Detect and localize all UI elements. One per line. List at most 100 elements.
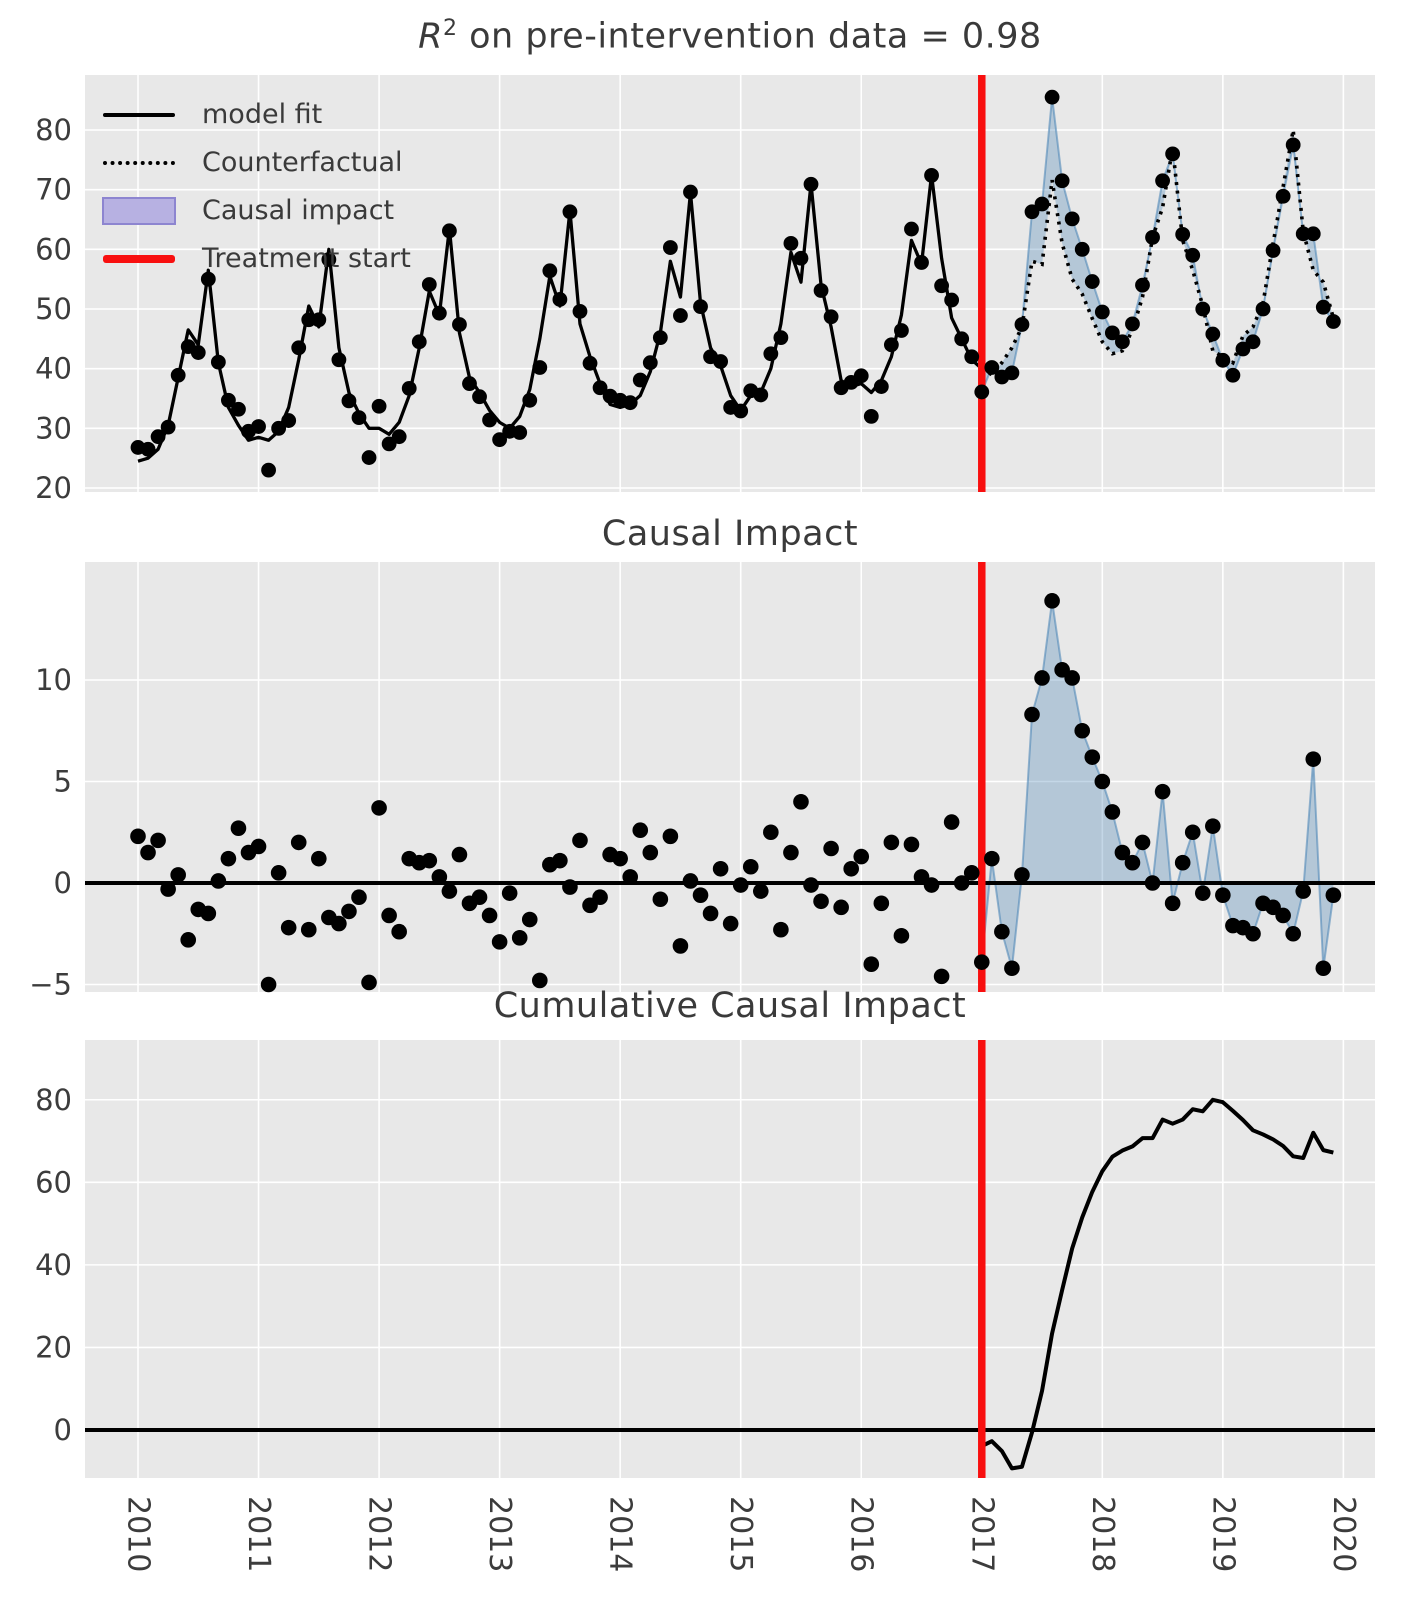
observed-point	[462, 376, 477, 391]
observed-point	[1285, 137, 1301, 153]
pointwise-impact-point	[451, 846, 468, 863]
observed-point	[331, 352, 347, 368]
pointwise-impact-point	[863, 956, 880, 972]
pointwise-impact-point	[843, 860, 859, 877]
observed-point	[984, 360, 1000, 375]
pointwise-impact-point	[1325, 887, 1342, 903]
title-r-symbol: R	[418, 16, 443, 57]
pointwise-impact-point	[632, 822, 649, 839]
observed-point	[401, 380, 417, 396]
pointwise-impact-point	[511, 930, 528, 946]
pointwise-impact-point	[1084, 749, 1101, 765]
top-plot-title: R2 on pre-intervention data = 0.98	[85, 16, 1375, 57]
pointwise-impact-point	[1144, 875, 1161, 891]
pointwise-impact-point	[1245, 925, 1261, 942]
observed-point	[421, 277, 437, 292]
y-tick-label: 80	[35, 1083, 72, 1117]
observed-point	[662, 240, 678, 255]
observed-point	[1014, 317, 1030, 332]
pointwise-impact-point	[381, 907, 397, 924]
observed-point	[482, 412, 497, 428]
pointwise-impact-point	[220, 850, 237, 867]
pointwise-impact-point	[130, 828, 146, 845]
pointwise-impact-point	[491, 934, 508, 950]
pointwise-impact-point	[311, 850, 327, 867]
observed-point	[1305, 226, 1321, 242]
observed-point	[1325, 314, 1341, 329]
observed-point	[1084, 274, 1100, 289]
y-tick-label: 30	[35, 411, 72, 445]
x-tick-label: 2013	[482, 1496, 517, 1572]
pointwise-impact-point	[1205, 818, 1221, 834]
observed-point	[1315, 299, 1331, 315]
observed-point	[281, 413, 297, 428]
pointwise-impact-point	[833, 899, 849, 916]
observed-point	[431, 305, 447, 321]
pointwise-impact-point	[1305, 751, 1322, 767]
pointwise-impact-point	[923, 877, 940, 893]
observed-point	[773, 330, 789, 346]
observed-point	[1054, 173, 1070, 189]
observed-point	[883, 337, 899, 353]
bottom-plot-title: Cumulative Causal Impact	[493, 986, 967, 1026]
y-tick-label: 40	[35, 1248, 72, 1282]
y-tick-label: −5	[29, 968, 72, 1002]
x-tick-label: 2010	[121, 1496, 156, 1572]
pointwise-impact-point	[501, 885, 518, 901]
y-tick-label: 20	[35, 471, 72, 505]
observed-point	[924, 167, 939, 183]
pointwise-impact-point	[260, 976, 277, 993]
pointwise-impact-point	[773, 921, 789, 938]
pointwise-impact-point	[1064, 670, 1080, 686]
pointwise-impact-point	[150, 832, 166, 849]
pointwise-impact-point	[652, 891, 669, 908]
y-tick-label: 60	[35, 232, 72, 266]
pointwise-impact-point	[883, 834, 900, 851]
observed-point	[1195, 301, 1211, 317]
pointwise-impact-point	[742, 858, 759, 875]
observed-point	[964, 349, 980, 365]
pointwise-impact-point	[1134, 834, 1151, 851]
observed-point	[1165, 146, 1181, 162]
y-tick-label: 50	[35, 292, 72, 326]
pointwise-impact-point	[1124, 854, 1141, 871]
observed-point	[763, 346, 779, 362]
y-tick-label: 20	[35, 1330, 72, 1364]
pointwise-impact-point	[1174, 854, 1191, 871]
pointwise-impact-point	[732, 877, 749, 893]
observed-point	[894, 323, 909, 338]
pointwise-impact-point	[290, 834, 307, 851]
observed-point	[512, 425, 528, 440]
observed-point	[783, 235, 799, 251]
x-tick-label: 2019	[1205, 1496, 1240, 1572]
pointwise-impact-point	[1094, 773, 1111, 790]
observed-point	[1125, 316, 1140, 332]
observed-point	[753, 387, 769, 403]
observed-point	[452, 317, 467, 332]
y-tick-label: 0	[54, 866, 72, 900]
pointwise-impact-point	[873, 895, 890, 912]
legend-label: Treatment start	[202, 243, 411, 274]
observed-point	[1185, 247, 1201, 263]
pointwise-impact-point	[1215, 887, 1231, 903]
x-tick-label: 2012	[362, 1496, 397, 1572]
pointwise-impact-point	[763, 824, 779, 841]
observed-point	[150, 429, 166, 445]
pointwise-impact-point	[1034, 670, 1050, 686]
pointwise-impact-point	[572, 832, 588, 849]
pointwise-impact-point	[793, 794, 809, 810]
pointwise-impact-point	[994, 923, 1010, 940]
plot-panel	[85, 1040, 1375, 1478]
observed-point	[1135, 277, 1150, 293]
pointwise-impact-point	[1044, 593, 1060, 609]
middle-plot-title: Causal Impact	[601, 514, 859, 554]
observed-point	[1175, 227, 1191, 242]
observed-point	[341, 393, 357, 409]
observed-point	[873, 379, 889, 394]
pointwise-impact-point	[562, 879, 578, 895]
observed-point	[1115, 334, 1130, 350]
observed-point	[1074, 241, 1090, 257]
pointwise-impact-point	[140, 844, 156, 861]
observed-point	[934, 278, 949, 294]
